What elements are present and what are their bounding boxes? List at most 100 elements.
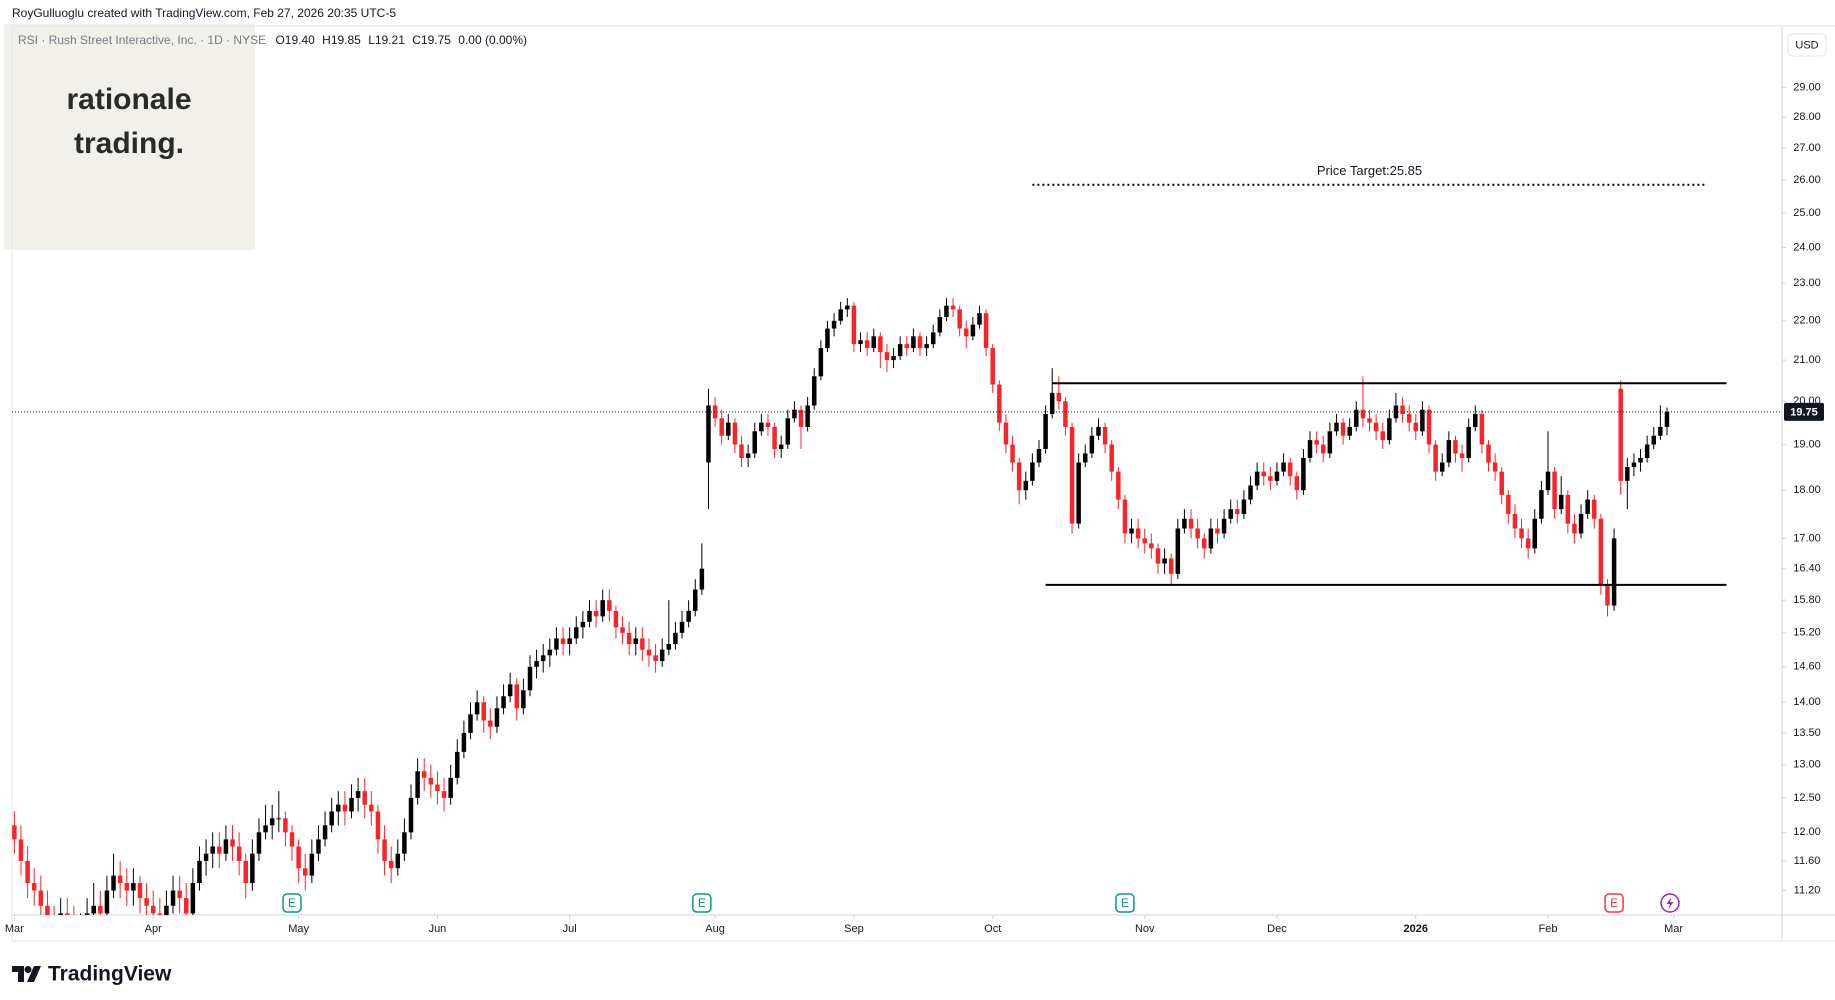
candle-body: [765, 422, 771, 427]
candle-body: [699, 568, 705, 590]
candle-body: [1367, 418, 1372, 423]
candle-body: [613, 610, 619, 628]
candle-body: [686, 610, 691, 622]
candle-body: [1142, 538, 1148, 544]
plot: Price Target:25.85: [12, 163, 1782, 915]
candle-body: [1598, 518, 1604, 585]
candle-body: [144, 898, 149, 906]
candle-body: [1539, 490, 1544, 519]
candle-body: [1149, 543, 1154, 549]
candle-body: [1254, 471, 1260, 486]
candle-body: [633, 638, 639, 645]
candle-body: [1605, 584, 1610, 606]
candle-body: [983, 313, 989, 349]
candle-body: [1188, 518, 1194, 529]
x-tick-label: Jul: [563, 923, 577, 935]
candle-body: [250, 853, 255, 884]
candle-body: [1003, 422, 1009, 445]
candle-body: [567, 638, 572, 645]
candle-body: [455, 751, 460, 778]
candle-body: [65, 913, 70, 915]
candle-body: [911, 336, 916, 349]
candle-body: [1453, 440, 1458, 454]
candle-body: [296, 846, 301, 869]
x-tick-label: Jun: [429, 923, 447, 935]
candle-body: [666, 644, 672, 650]
candle-body: [1116, 471, 1121, 500]
candle-body: [382, 839, 387, 861]
candle-body: [825, 328, 830, 349]
candle-body: [864, 340, 870, 349]
candle-body: [1307, 440, 1313, 458]
candle-body: [1578, 513, 1584, 534]
y-tick-label: 11.60: [1794, 855, 1821, 867]
candle-body: [342, 804, 348, 812]
candle-body: [1076, 462, 1081, 524]
candle-body: [223, 839, 229, 854]
event-marker: [1604, 893, 1624, 913]
candle-body: [494, 708, 500, 727]
candle-body: [1135, 528, 1141, 539]
candle-body: [838, 309, 843, 321]
candle-body: [1446, 440, 1452, 463]
candle-body: [488, 720, 493, 727]
candle-body: [157, 913, 163, 915]
candle-body: [1314, 440, 1319, 445]
candle-body: [349, 797, 354, 812]
candle-body: [1532, 518, 1538, 549]
y-tick-label: 24.00: [1793, 241, 1821, 253]
candle-body: [964, 328, 969, 337]
y-tick-label: 19.00: [1793, 438, 1821, 450]
x-tick-label: Sep: [844, 923, 864, 935]
candle-body: [514, 684, 520, 709]
candle-body: [117, 875, 123, 884]
candle-body: [316, 839, 321, 854]
candle-body: [580, 621, 586, 628]
candle-body: [997, 384, 1002, 423]
candle-body: [408, 797, 414, 833]
candle-body: [1651, 435, 1657, 445]
candle-body: [131, 883, 136, 891]
candle-body: [792, 409, 797, 419]
candle-body: [210, 846, 215, 854]
candle-body: [957, 309, 962, 329]
candle-body: [302, 868, 308, 876]
candle-body: [706, 405, 711, 463]
event-label: E: [698, 896, 706, 910]
currency[interactable]: USD: [1795, 39, 1818, 51]
candle-body: [646, 649, 652, 656]
candle-body: [930, 332, 936, 345]
candle-body: [461, 732, 467, 752]
candle-body: [104, 890, 110, 914]
candle-body: [150, 905, 156, 914]
candle-body: [1519, 528, 1524, 539]
candle-body: [944, 305, 949, 317]
candle-body: [1294, 476, 1300, 491]
watermark-line: rationale: [66, 83, 191, 116]
candle-body: [1479, 414, 1485, 445]
candle-body: [1182, 518, 1187, 529]
event-marker: [692, 893, 712, 913]
candle-body: [448, 777, 453, 798]
ohlc: L19.21: [368, 33, 405, 47]
x-tick-label: Mar: [1664, 923, 1683, 935]
candle-body: [534, 661, 539, 667]
candle-body: [1439, 462, 1445, 472]
candle-body: [1049, 392, 1055, 415]
x-tick-label: 2026: [1404, 923, 1428, 935]
candle-body: [190, 883, 196, 914]
candle-body: [1195, 528, 1200, 539]
candle-body: [1221, 518, 1227, 534]
candle-body: [1320, 444, 1326, 454]
candle-body: [600, 600, 605, 617]
x-tick-label: Nov: [1135, 923, 1155, 935]
y-tick-label: 18.00: [1793, 484, 1821, 496]
candle-body: [1287, 462, 1293, 477]
last-price-label: 19.75: [1790, 406, 1818, 418]
currency-button[interactable]: [1787, 33, 1827, 57]
candle-body: [289, 832, 295, 847]
candle-body: [1202, 538, 1207, 549]
candle-body: [1354, 409, 1359, 427]
candle-body: [1426, 409, 1432, 445]
